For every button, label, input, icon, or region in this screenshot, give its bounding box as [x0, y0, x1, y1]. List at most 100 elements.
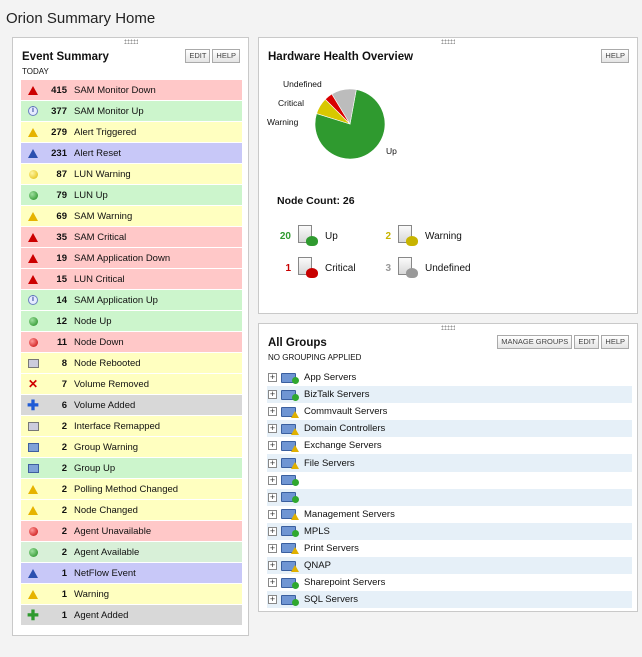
event-count[interactable]: 2	[61, 525, 67, 537]
event-row[interactable]: 2 Group Warning	[21, 437, 242, 458]
group-name-link[interactable]: SQL Servers	[304, 594, 359, 606]
node-status-critical[interactable]: 1 Critical	[273, 256, 356, 280]
event-count[interactable]: 79	[56, 189, 67, 201]
help-button[interactable]: HELP	[601, 49, 629, 63]
group-row[interactable]: + MPLS	[267, 522, 632, 540]
group-row[interactable]: +	[267, 488, 632, 506]
group-row[interactable]: + Domain Controllers	[267, 420, 632, 438]
event-row[interactable]: 1 Warning	[21, 584, 242, 605]
group-row[interactable]: + QNAP	[267, 557, 632, 575]
node-status-count[interactable]: 3	[385, 262, 391, 274]
event-row[interactable]: 35 SAM Critical	[21, 227, 242, 248]
event-row[interactable]: i 377 SAM Monitor Up	[21, 101, 242, 122]
group-name-link[interactable]: File Servers	[304, 457, 355, 469]
node-status-count[interactable]: 2	[385, 230, 391, 242]
expand-icon[interactable]: +	[268, 389, 277, 400]
event-count[interactable]: 8	[61, 357, 67, 369]
event-label[interactable]: SAM Monitor Down	[74, 84, 156, 96]
event-label[interactable]: Agent Available	[74, 546, 140, 558]
event-label[interactable]: Agent Added	[74, 609, 129, 621]
event-row[interactable]: 2 Agent Unavailable	[21, 521, 242, 542]
drag-handle[interactable]	[441, 39, 455, 44]
group-name-link[interactable]: Management Servers	[304, 508, 395, 520]
group-name-link[interactable]: Sharepoint Servers	[304, 577, 386, 589]
help-button[interactable]: HELP	[601, 335, 629, 349]
event-count[interactable]: 2	[61, 420, 67, 432]
event-row[interactable]: 231 Alert Reset	[21, 143, 242, 164]
group-row[interactable]: + Print Servers	[267, 540, 632, 557]
event-label[interactable]: Node Down	[74, 336, 124, 348]
node-status-up[interactable]: 20 Up	[273, 224, 338, 248]
event-count[interactable]: 19	[56, 252, 67, 264]
group-row[interactable]: +	[267, 472, 632, 489]
group-row[interactable]: + File Servers	[267, 454, 632, 472]
node-status-label[interactable]: Critical	[325, 262, 356, 274]
group-name-link[interactable]: Exchange Servers	[304, 440, 382, 452]
group-row[interactable]: + Sharepoint Servers	[267, 574, 632, 591]
event-row[interactable]: 1 NetFlow Event	[21, 563, 242, 584]
expand-icon[interactable]: +	[268, 440, 277, 451]
group-row[interactable]: + BizTalk Servers	[267, 386, 632, 404]
drag-handle[interactable]	[123, 39, 138, 44]
group-row[interactable]: + App Servers	[267, 369, 632, 386]
event-count[interactable]: 1	[61, 588, 67, 600]
node-status-label[interactable]: Warning	[425, 230, 462, 242]
event-label[interactable]: LUN Warning	[74, 168, 131, 180]
event-label[interactable]: SAM Application Up	[74, 294, 158, 306]
event-count[interactable]: 11	[56, 336, 67, 348]
event-count[interactable]: 2	[61, 483, 67, 495]
event-row[interactable]: 8 Node Rebooted	[21, 353, 242, 374]
event-count[interactable]: 2	[61, 462, 67, 474]
group-name-link[interactable]: BizTalk Servers	[304, 389, 370, 401]
group-row[interactable]: + Commvault Servers	[267, 403, 632, 420]
event-row[interactable]: 69 SAM Warning	[21, 206, 242, 227]
expand-icon[interactable]: +	[268, 457, 277, 468]
event-label[interactable]: Agent Unavailable	[74, 525, 152, 537]
event-row[interactable]: 79 LUN Up	[21, 185, 242, 206]
node-status-undefined[interactable]: 3 Undefined	[373, 256, 471, 280]
group-row[interactable]: + Management Servers	[267, 506, 632, 523]
event-label[interactable]: Volume Added	[74, 399, 136, 411]
event-count[interactable]: 12	[56, 315, 67, 327]
event-label[interactable]: Group Up	[74, 462, 116, 474]
event-row[interactable]: 11 Node Down	[21, 332, 242, 353]
event-row[interactable]: i 14 SAM Application Up	[21, 290, 242, 311]
edit-button[interactable]: EDIT	[574, 335, 600, 349]
node-status-count[interactable]: 20	[279, 230, 291, 242]
event-label[interactable]: SAM Monitor Up	[74, 105, 144, 117]
event-count[interactable]: 415	[51, 84, 67, 96]
group-row[interactable]: + SQL Servers	[267, 591, 632, 609]
expand-icon[interactable]: +	[268, 577, 277, 588]
event-label[interactable]: Node Up	[74, 315, 112, 327]
event-label[interactable]: Node Rebooted	[74, 357, 141, 369]
pie-slice-undefined[interactable]	[331, 88, 357, 125]
event-count[interactable]: 87	[56, 168, 67, 180]
event-row[interactable]: ✚ 1 Agent Added	[21, 605, 242, 626]
group-name-link[interactable]: MPLS	[304, 525, 330, 537]
event-count[interactable]: 7	[61, 378, 67, 390]
drag-handle[interactable]	[441, 325, 455, 330]
node-status-label[interactable]: Up	[325, 230, 338, 242]
event-label[interactable]: NetFlow Event	[74, 567, 136, 579]
expand-icon[interactable]: +	[268, 560, 277, 571]
event-row[interactable]: 2 Polling Method Changed	[21, 479, 242, 500]
event-label[interactable]: Alert Reset	[74, 147, 121, 159]
event-count[interactable]: 1	[61, 567, 67, 579]
expand-icon[interactable]: +	[268, 491, 277, 502]
event-row[interactable]: 12 Node Up	[21, 311, 242, 332]
event-label[interactable]: Warning	[74, 588, 110, 600]
group-row[interactable]: + Exchange Servers	[267, 437, 632, 454]
event-row[interactable]: 2 Node Changed	[21, 500, 242, 521]
expand-icon[interactable]: +	[268, 525, 277, 536]
event-label[interactable]: SAM Application Down	[74, 252, 171, 264]
expand-icon[interactable]: +	[268, 423, 277, 434]
group-name-link[interactable]: App Servers	[304, 372, 357, 384]
event-row[interactable]: 415 SAM Monitor Down	[21, 80, 242, 101]
group-name-link[interactable]: Print Servers	[304, 542, 359, 554]
event-count[interactable]: 2	[61, 441, 67, 453]
event-row[interactable]: 15 LUN Critical	[21, 269, 242, 290]
event-row[interactable]: 87 LUN Warning	[21, 164, 242, 185]
event-count[interactable]: 377	[51, 105, 67, 117]
expand-icon[interactable]: +	[268, 542, 277, 553]
event-row[interactable]: 279 Alert Triggered	[21, 122, 242, 143]
